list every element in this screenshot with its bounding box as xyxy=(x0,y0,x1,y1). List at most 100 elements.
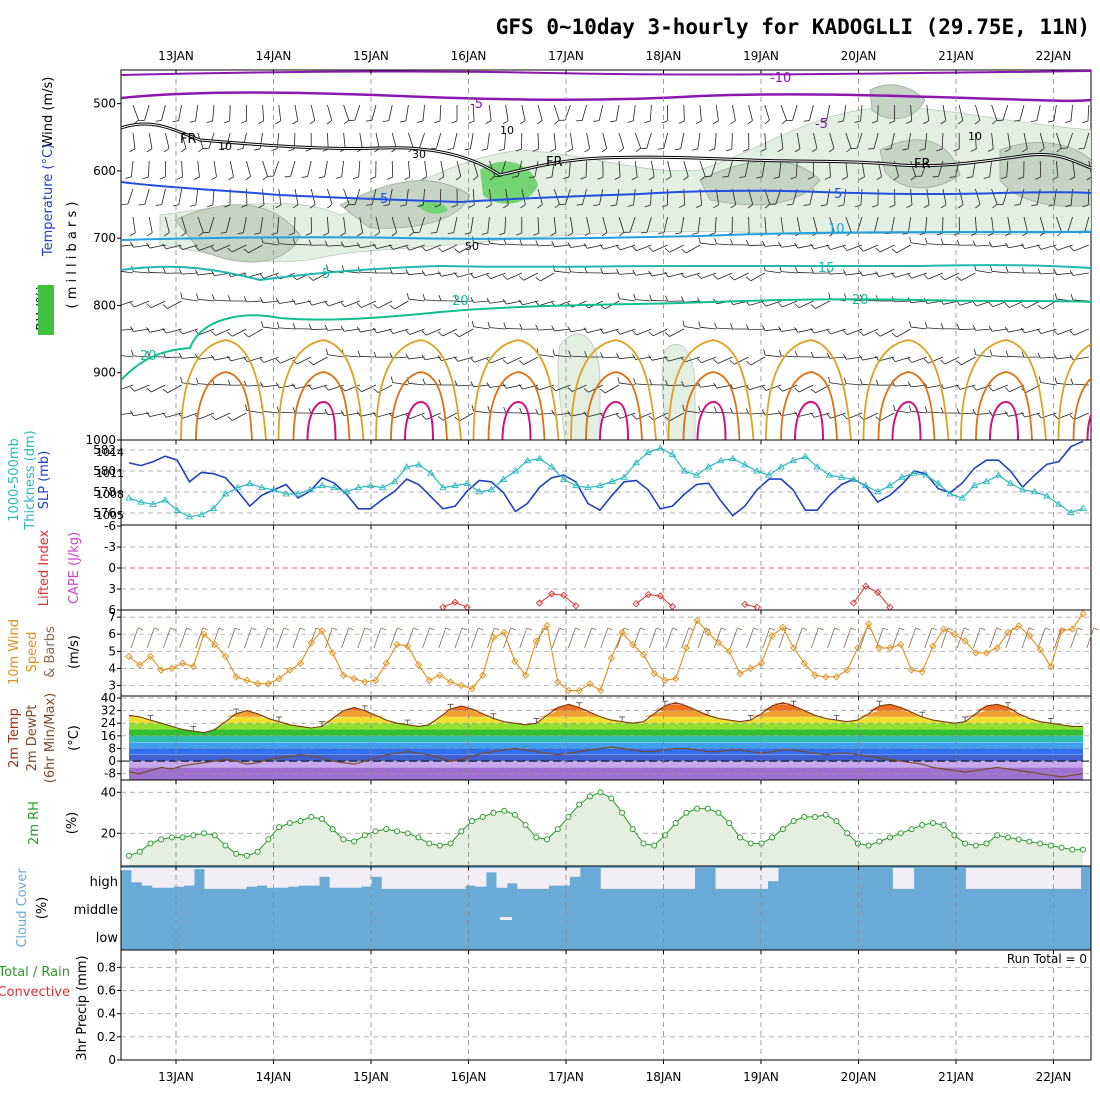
surface-wind-barb-flag xyxy=(1093,627,1099,631)
wind-barb xyxy=(571,384,587,392)
surface-wind-barb xyxy=(519,627,528,649)
wind-barb xyxy=(636,328,652,336)
wind-barb xyxy=(734,356,749,365)
surface-wind-barb xyxy=(730,627,738,649)
wind-barb-flag xyxy=(434,204,441,208)
rh-marker xyxy=(769,834,776,841)
wind-barb-flag xyxy=(936,148,943,152)
wind-barb xyxy=(1070,104,1073,121)
wind-barb-flag xyxy=(322,232,329,236)
wind-barb xyxy=(246,160,251,177)
surface-wind-barb xyxy=(357,627,366,649)
rh-marker xyxy=(297,817,304,824)
wind-barb-flag xyxy=(146,327,151,333)
wind-speed-marker xyxy=(864,620,873,628)
wind-barb xyxy=(685,244,701,254)
wind-barb-flag xyxy=(665,379,669,386)
surface-wind-barb xyxy=(195,627,204,649)
wind-barb-flag xyxy=(1069,354,1074,360)
wind-barb xyxy=(457,300,474,302)
wind-barb xyxy=(472,104,475,121)
wind-barb-flag xyxy=(528,176,536,179)
wind-barb-flag xyxy=(155,204,162,206)
surface-wind-barb-flag xyxy=(510,627,516,631)
wind-barb xyxy=(813,216,818,233)
wind-barb-flag xyxy=(708,148,715,152)
wind-barb-flag xyxy=(966,176,973,179)
surface-wind-barb-flag xyxy=(494,627,500,631)
cloud-bar xyxy=(652,868,664,889)
wind-barb-flag xyxy=(682,404,685,411)
y-tick-label: 3 xyxy=(108,582,116,596)
wind-barb-flag xyxy=(761,301,767,307)
wind-barb-flag xyxy=(682,320,685,327)
wind-barb-flag xyxy=(1065,120,1072,123)
surface-wind-barb-flag xyxy=(947,627,954,631)
wind-barb xyxy=(294,104,299,121)
rh-marker xyxy=(190,832,197,839)
rh-marker xyxy=(404,830,411,837)
cloud-bar xyxy=(621,868,633,889)
wind-barb xyxy=(354,188,361,205)
wind-barb-flag xyxy=(794,242,799,249)
wind-barb-flag xyxy=(1054,293,1058,300)
svg-text:-5: -5 xyxy=(470,97,483,112)
wind-barb xyxy=(327,216,329,233)
lifted-index-marker xyxy=(572,602,580,610)
wind-barb-flag xyxy=(597,176,604,180)
wind-barb-flag xyxy=(552,349,555,356)
wind-barb xyxy=(424,356,441,361)
wind-barb xyxy=(715,104,719,121)
wind-barb xyxy=(633,188,636,205)
wind-barb xyxy=(262,242,279,246)
wind-speed-marker xyxy=(682,644,691,652)
y-axis-label: (m/s) xyxy=(67,635,82,669)
wind-barb xyxy=(1084,216,1090,233)
wind-barb xyxy=(1042,300,1057,310)
wind-barb xyxy=(459,412,474,422)
cloud-bar xyxy=(757,868,769,889)
temperature-band xyxy=(129,761,1083,768)
wind-barb-flag xyxy=(291,383,296,389)
wind-barb-flag xyxy=(275,298,280,304)
wind-barb-flag xyxy=(616,268,620,275)
y-tick-label: 800 xyxy=(93,298,116,312)
wind-speed-marker xyxy=(929,642,937,650)
wind-barb-flag xyxy=(223,120,230,124)
wind-barb xyxy=(683,104,685,122)
surface-wind-barb-flag xyxy=(445,627,451,631)
surface-wind-barb xyxy=(406,627,414,649)
wind-barb-flag xyxy=(600,267,604,274)
day-label-bottom: 16JAN xyxy=(451,1070,487,1084)
wind-barb xyxy=(537,188,543,205)
wind-barb xyxy=(360,328,377,333)
wind-barb xyxy=(242,216,247,233)
wind-barb-flag xyxy=(678,120,685,124)
wind-barb xyxy=(121,355,134,358)
wind-barb-flag xyxy=(519,275,525,281)
wind-speed-marker xyxy=(650,669,658,678)
wind-barb-flag xyxy=(408,231,414,237)
wind-speed-marker xyxy=(832,673,841,681)
wind-barb xyxy=(262,104,265,121)
wind-barb-flag xyxy=(194,269,199,276)
wind-barb-flag xyxy=(340,302,346,308)
rh-marker xyxy=(812,813,819,820)
surface-wind-barb xyxy=(389,627,398,649)
wind-barb xyxy=(761,160,766,177)
wind-barb xyxy=(1056,356,1073,360)
wind-barb xyxy=(619,356,636,360)
wind-barb-flag xyxy=(779,350,782,357)
wind-barb-flag xyxy=(956,384,961,390)
wind-barb xyxy=(361,384,377,393)
wind-barb-flag xyxy=(617,292,620,299)
surface-wind-barb-flag xyxy=(818,627,824,631)
wind-barb xyxy=(456,160,462,177)
wind-barb-flag xyxy=(891,248,897,254)
wind-barb-flag xyxy=(180,148,187,153)
thickness-marker xyxy=(849,475,858,482)
wind-barb-flag xyxy=(451,204,458,208)
wind-barb-flag xyxy=(1021,351,1025,358)
wind-barb-flag xyxy=(515,148,522,152)
wind-barb xyxy=(598,104,604,121)
